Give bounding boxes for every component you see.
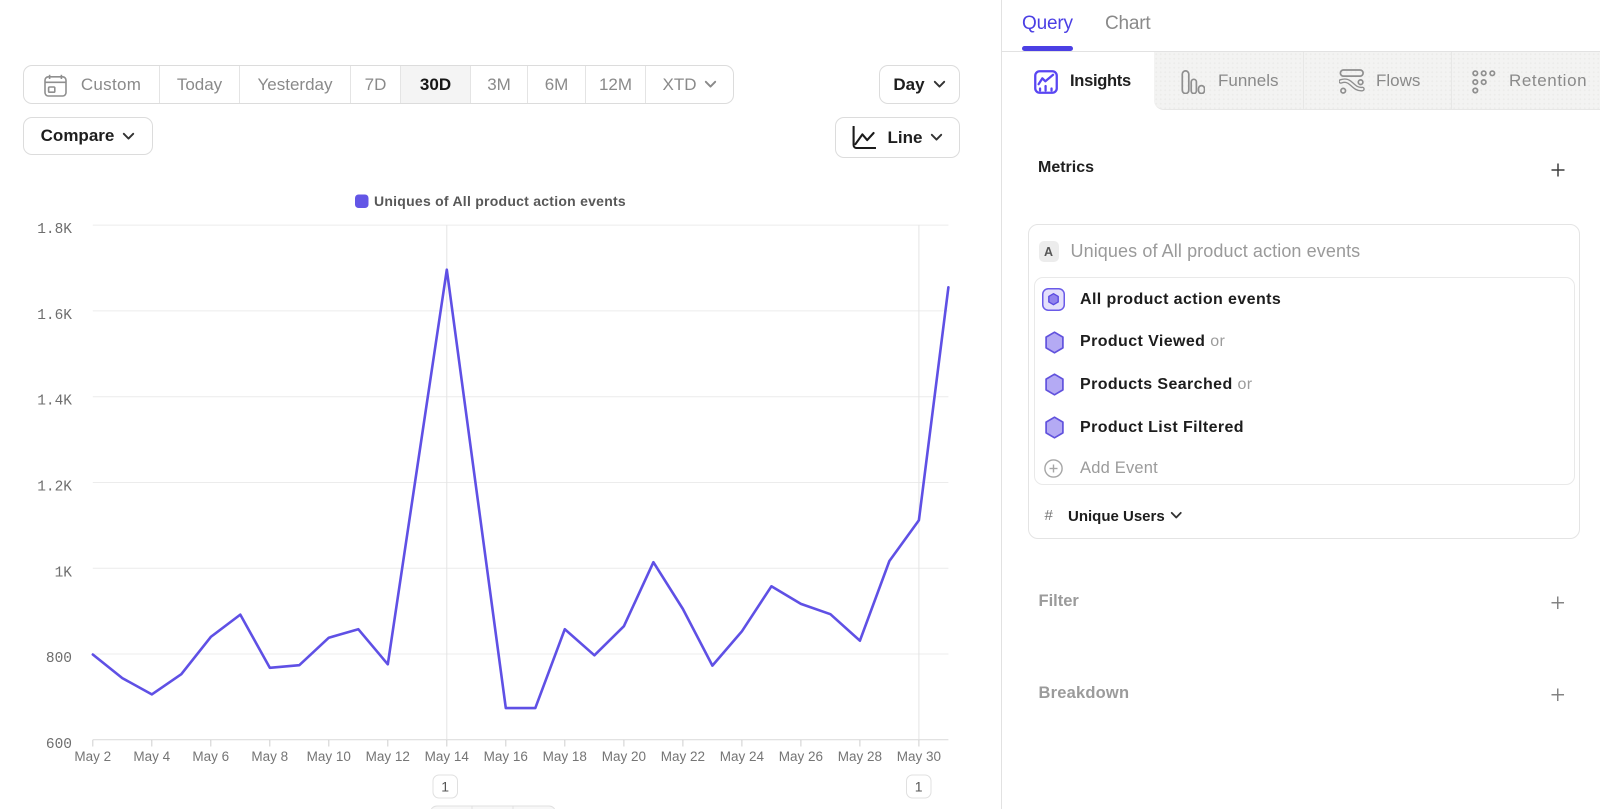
svg-text:May 6: May 6 [192, 749, 229, 764]
svg-text:600: 600 [46, 737, 72, 753]
svg-text:May 14: May 14 [425, 749, 470, 764]
svg-text:May 12: May 12 [366, 749, 410, 764]
svg-text:1.6K: 1.6K [37, 308, 72, 324]
svg-text:May 8: May 8 [251, 749, 288, 764]
svg-text:May 18: May 18 [543, 749, 587, 764]
svg-text:May 16: May 16 [484, 749, 528, 764]
svg-text:May 4: May 4 [133, 749, 170, 764]
svg-text:May 10: May 10 [307, 749, 351, 764]
svg-text:800: 800 [46, 651, 72, 667]
svg-text:May 24: May 24 [720, 749, 765, 764]
svg-text:1: 1 [915, 779, 923, 795]
svg-text:May 22: May 22 [661, 749, 705, 764]
svg-text:May 26: May 26 [779, 749, 823, 764]
svg-text:1.8K: 1.8K [37, 222, 72, 238]
svg-text:May 28: May 28 [838, 749, 882, 764]
svg-text:1.2K: 1.2K [37, 480, 72, 496]
svg-text:May 2: May 2 [74, 749, 111, 764]
svg-text:1: 1 [441, 779, 449, 795]
svg-text:May 30: May 30 [897, 749, 941, 764]
svg-text:1K: 1K [55, 565, 73, 581]
svg-text:Uniques of All product action: Uniques of All product action events [374, 193, 626, 209]
svg-text:May 20: May 20 [602, 749, 646, 764]
svg-text:1.4K: 1.4K [37, 394, 72, 410]
